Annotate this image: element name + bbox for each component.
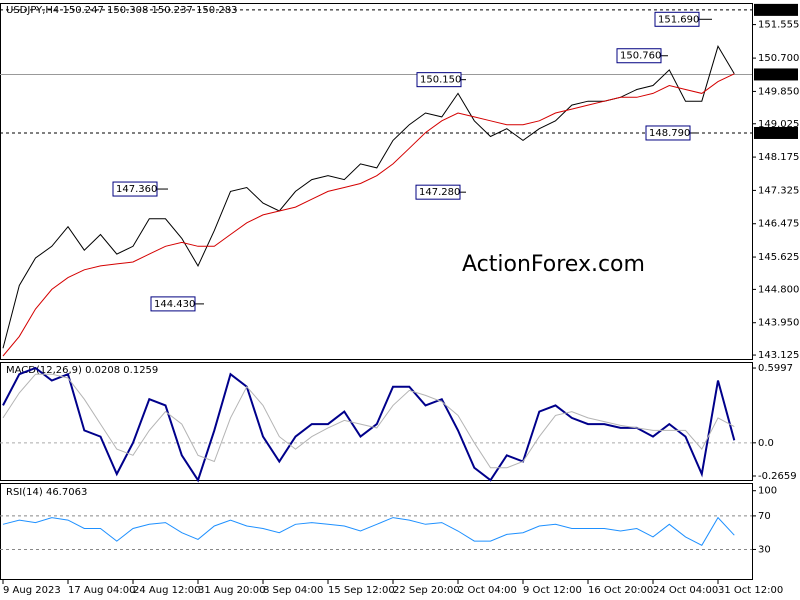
x-tick-label: 22 Sep 20:00: [393, 585, 460, 596]
annotation-label: 150.150: [420, 75, 461, 86]
x-tick-label: 16 Oct 20:00: [588, 585, 653, 596]
y-tick-label: 150.700: [758, 53, 799, 64]
annotation-box: [645, 125, 691, 141]
level-box: [754, 126, 798, 139]
level-label: 148.790: [757, 128, 798, 139]
rsi-panel: [0, 483, 753, 580]
x-tick-label: 15 Sep 12:00: [328, 585, 395, 596]
y-tick-label: 143.950: [758, 318, 799, 329]
y-tick-label: 100: [758, 486, 777, 497]
level-box: [754, 3, 798, 16]
annotation-box: [416, 72, 462, 88]
x-tick-label: 31 Aug 20:00: [198, 585, 265, 596]
annotation-label: 144.430: [154, 299, 195, 310]
x-tick-label: 24 Aug 12:00: [133, 585, 200, 596]
y-tick-label: 70: [758, 511, 771, 522]
watermark: ActionForex.com: [462, 252, 645, 277]
y-tick-label: 151.555: [758, 20, 799, 31]
x-tick-label: 9 Aug 2023: [3, 585, 61, 596]
annotation-label: 148.790: [649, 128, 690, 139]
y-tick-label: 30: [758, 544, 771, 555]
series-line: [2, 516, 735, 546]
series-line: [2, 373, 735, 469]
y-tick-label: 148.175: [758, 152, 799, 163]
y-tick-label: 0.0: [758, 438, 774, 449]
annotation-box: [654, 11, 700, 27]
annotation-label: 151.690: [658, 14, 699, 25]
rsi-label: RSI(14) 46.7063: [6, 487, 87, 498]
x-tick-label: 24 Oct 04:00: [653, 585, 718, 596]
annotation-label: 147.360: [116, 184, 157, 195]
chart-title: USDJPY,H4 150.247 150.308 150.237 150.28…: [6, 5, 237, 16]
level-label: 151.930: [757, 5, 798, 16]
y-tick-label: 0.5997: [758, 363, 793, 374]
x-tick-label: 31 Oct 12:00: [718, 585, 783, 596]
annotation-box: [415, 184, 461, 200]
x-tick-label: 8 Sep 04:00: [263, 585, 323, 596]
macd-panel: [0, 362, 753, 481]
level-label: 150.283: [757, 69, 798, 80]
macd-label: MACD(12,26,9) 0.0208 0.1259: [6, 365, 158, 376]
y-tick-label: 147.325: [758, 185, 799, 196]
annotation-box: [616, 48, 662, 64]
x-tick-label: 9 Oct 12:00: [523, 585, 582, 596]
y-tick-label: -0.2659: [758, 471, 797, 482]
y-tick-label: 144.800: [758, 284, 799, 295]
annotation-box: [150, 296, 196, 312]
y-tick-label: 149.025: [758, 119, 799, 130]
y-tick-label: 146.475: [758, 219, 799, 230]
series-line: [2, 366, 736, 483]
y-tick-label: 145.625: [758, 252, 799, 263]
x-tick-label: 17 Aug 04:00: [68, 585, 135, 596]
annotation-box: [112, 181, 158, 197]
series-line: [2, 73, 735, 357]
annotation-label: 150.760: [620, 51, 661, 62]
y-tick-label: 149.850: [758, 86, 799, 97]
x-tick-label: 2 Oct 04:00: [458, 585, 517, 596]
annotation-label: 147.280: [419, 187, 460, 198]
level-box: [754, 68, 798, 81]
y-tick-label: 143.125: [758, 350, 799, 361]
